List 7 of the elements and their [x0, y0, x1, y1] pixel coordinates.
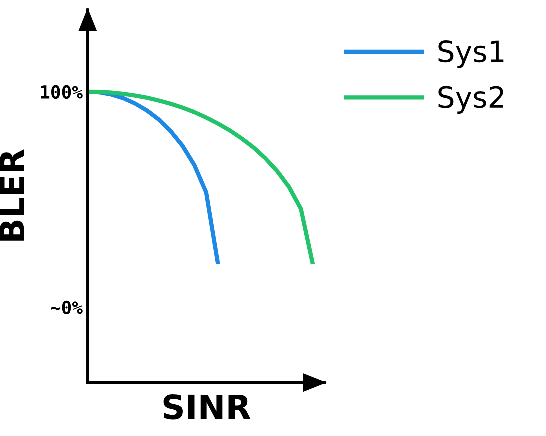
y-tick-label: 100% — [41, 85, 83, 100]
legend-label: Sys2 — [438, 86, 504, 114]
legend-label: Sys1 — [438, 40, 504, 68]
x-axis-title: SINR — [164, 394, 251, 420]
y-tick-label: ~0% — [51, 300, 83, 315]
y-axis-title: BLER — [0, 150, 24, 241]
line-series — [88, 90, 316, 266]
